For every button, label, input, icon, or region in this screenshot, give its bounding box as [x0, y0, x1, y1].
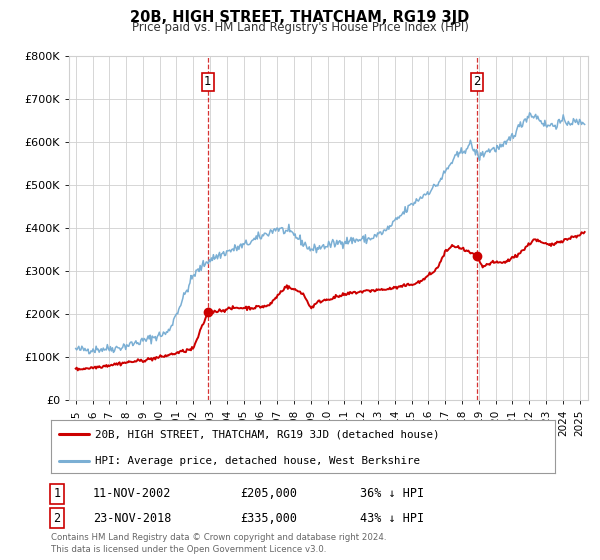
Text: 20B, HIGH STREET, THATCHAM, RG19 3JD (detached house): 20B, HIGH STREET, THATCHAM, RG19 3JD (de…	[95, 430, 440, 440]
Text: 2: 2	[473, 76, 481, 88]
Text: £335,000: £335,000	[240, 511, 297, 525]
Text: This data is licensed under the Open Government Licence v3.0.: This data is licensed under the Open Gov…	[51, 545, 326, 554]
Text: 1: 1	[204, 76, 212, 88]
Text: Contains HM Land Registry data © Crown copyright and database right 2024.: Contains HM Land Registry data © Crown c…	[51, 533, 386, 542]
Text: 1: 1	[53, 487, 61, 501]
Text: 11-NOV-2002: 11-NOV-2002	[93, 487, 172, 501]
Text: Price paid vs. HM Land Registry's House Price Index (HPI): Price paid vs. HM Land Registry's House …	[131, 21, 469, 34]
Text: 23-NOV-2018: 23-NOV-2018	[93, 511, 172, 525]
Text: 43% ↓ HPI: 43% ↓ HPI	[360, 511, 424, 525]
Text: HPI: Average price, detached house, West Berkshire: HPI: Average price, detached house, West…	[95, 456, 421, 466]
Text: 36% ↓ HPI: 36% ↓ HPI	[360, 487, 424, 501]
Text: 20B, HIGH STREET, THATCHAM, RG19 3JD: 20B, HIGH STREET, THATCHAM, RG19 3JD	[130, 10, 470, 25]
Text: 2: 2	[53, 511, 61, 525]
Text: £205,000: £205,000	[240, 487, 297, 501]
